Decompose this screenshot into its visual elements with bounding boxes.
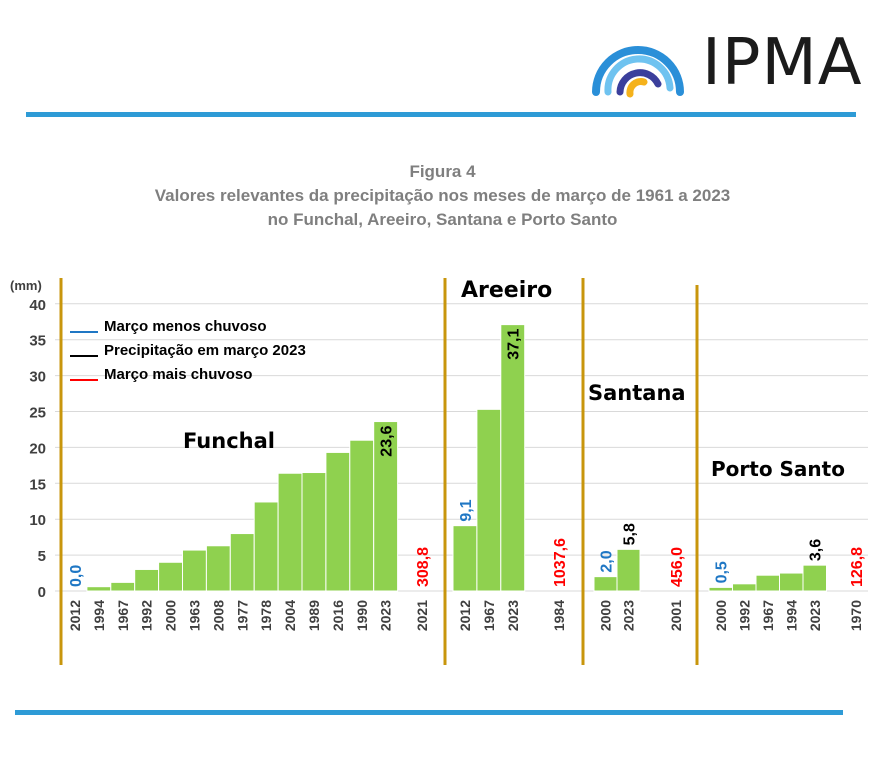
rainbow-arc-icon <box>592 46 684 98</box>
station-name-funchal: Funchal <box>183 429 275 453</box>
y-tick-label-35: 35 <box>29 333 46 350</box>
y-tick-label-20: 20 <box>29 440 46 457</box>
bar-funchal-1994 <box>86 586 112 592</box>
x-tick-label-funchal-0: 2012 <box>67 600 83 631</box>
x-tick-label-funchal-3: 1992 <box>139 600 155 631</box>
data-label-porto-santo-current: 3,6 <box>808 539 825 561</box>
x-tick-label-funchal-6: 2008 <box>210 600 226 631</box>
y-tick-label-25: 25 <box>29 405 46 422</box>
y-tick-label-10: 10 <box>29 512 46 529</box>
bar-funchal-1990 <box>349 439 375 592</box>
data-label-funchal-current: 23,6 <box>379 425 396 456</box>
bar-porto-santo-1967 <box>755 574 780 592</box>
x-tick-label-santana-0: 2000 <box>598 600 614 631</box>
bar-funchal-1989 <box>301 472 327 592</box>
max-value-porto-santo: 126,8 <box>849 547 866 587</box>
figure-title-line-1: Valores relevantes da precipitação nos m… <box>154 186 731 205</box>
bar-porto-santo-1994 <box>779 572 804 592</box>
x-tick-label-funchal-8: 1978 <box>258 600 274 631</box>
max-value-funchal: 308,8 <box>415 547 432 587</box>
max-year-porto-santo: 1970 <box>848 600 864 631</box>
max-year-santana: 2001 <box>668 600 684 631</box>
bar-funchal-2004 <box>277 472 303 592</box>
station-name-porto-santo: Porto Santo <box>711 457 845 481</box>
x-tick-label-porto-santo-4: 2023 <box>807 600 823 631</box>
bar-funchal-1978 <box>253 501 279 592</box>
x-tick-label-areeiro-2: 2023 <box>505 600 521 631</box>
max-year-funchal: 2021 <box>414 600 430 631</box>
bar-areeiro-2012 <box>452 525 478 592</box>
y-tick-label-5: 5 <box>38 548 46 565</box>
x-tick-label-funchal-7: 1977 <box>234 600 250 631</box>
y-tick-label-15: 15 <box>29 476 46 493</box>
data-label-areeiro-current: 37,1 <box>506 329 523 360</box>
y-tick-label-30: 30 <box>29 369 46 386</box>
figure-title: Figura 4 Valores relevantes da precipita… <box>0 160 885 232</box>
data-label-areeiro-min: 9,1 <box>458 499 475 521</box>
x-tick-label-funchal-13: 2023 <box>378 600 394 631</box>
x-tick-label-porto-santo-2: 1967 <box>760 600 776 631</box>
bar-funchal-1963 <box>182 549 207 592</box>
bar-funchal-1977 <box>229 533 255 592</box>
x-tick-label-funchal-10: 1989 <box>306 600 322 631</box>
max-year-areeiro: 1984 <box>551 600 567 631</box>
bar-funchal-2023 <box>373 421 399 592</box>
x-tick-label-areeiro-1: 1967 <box>481 600 497 631</box>
x-tick-label-porto-santo-3: 1994 <box>783 600 799 631</box>
logo-text: IPMA <box>702 26 863 100</box>
x-tick-label-funchal-2: 1967 <box>115 600 131 631</box>
legend-label-1: Precipitação em março 2023 <box>104 342 306 359</box>
bar-funchal-2000 <box>158 561 184 592</box>
y-tick-label-0: 0 <box>38 584 46 601</box>
x-tick-label-porto-santo-1: 1992 <box>736 600 752 631</box>
x-tick-label-funchal-1: 1994 <box>91 600 107 631</box>
bar-funchal-2016 <box>325 451 351 592</box>
figure-label: Figura 4 <box>409 162 476 181</box>
station-name-santana: Santana <box>588 381 686 405</box>
bar-funchal-1967 <box>110 581 136 592</box>
bottom-divider-rule <box>15 710 843 715</box>
data-label-porto-santo-min: 0,5 <box>714 561 731 583</box>
bar-porto-santo-2023 <box>802 564 827 592</box>
legend-label-0: Março menos chuvoso <box>104 318 267 335</box>
bar-porto-santo-2000 <box>708 586 733 592</box>
bar-funchal-2008 <box>205 545 231 592</box>
x-tick-label-santana-1: 2023 <box>621 600 637 631</box>
x-tick-label-areeiro-0: 2012 <box>457 600 473 631</box>
bar-areeiro-1967 <box>476 408 502 592</box>
y-tick-label-40: 40 <box>29 297 46 314</box>
x-tick-label-funchal-11: 2016 <box>330 600 346 631</box>
top-divider-rule <box>26 112 856 117</box>
bar-areeiro-2023 <box>500 324 526 592</box>
ipma-logo: IPMA <box>582 22 861 104</box>
data-label-santana-min: 2,0 <box>599 550 616 572</box>
station-name-areeiro: Areeiro <box>461 278 552 303</box>
x-tick-label-funchal-5: 1963 <box>186 600 202 631</box>
data-label-funchal-min: 0,0 <box>68 565 85 587</box>
bar-porto-santo-1992 <box>732 583 757 592</box>
max-value-santana: 456,0 <box>669 547 686 587</box>
x-tick-label-funchal-4: 2000 <box>163 600 179 631</box>
bar-funchal-1992 <box>134 568 160 592</box>
x-tick-label-porto-santo-0: 2000 <box>713 600 729 631</box>
bar-santana-2000 <box>593 576 618 592</box>
y-axis-label: (mm) <box>10 278 42 293</box>
x-tick-label-funchal-9: 2004 <box>282 600 298 631</box>
data-label-santana-current: 5,8 <box>622 523 639 545</box>
bar-santana-2023 <box>616 548 641 592</box>
max-value-areeiro: 1037,6 <box>552 538 569 587</box>
x-tick-label-funchal-12: 1990 <box>354 600 370 631</box>
legend-label-2: Março mais chuvoso <box>104 366 252 383</box>
figure-title-line-2: no Funchal, Areeiro, Santana e Porto San… <box>267 210 618 229</box>
